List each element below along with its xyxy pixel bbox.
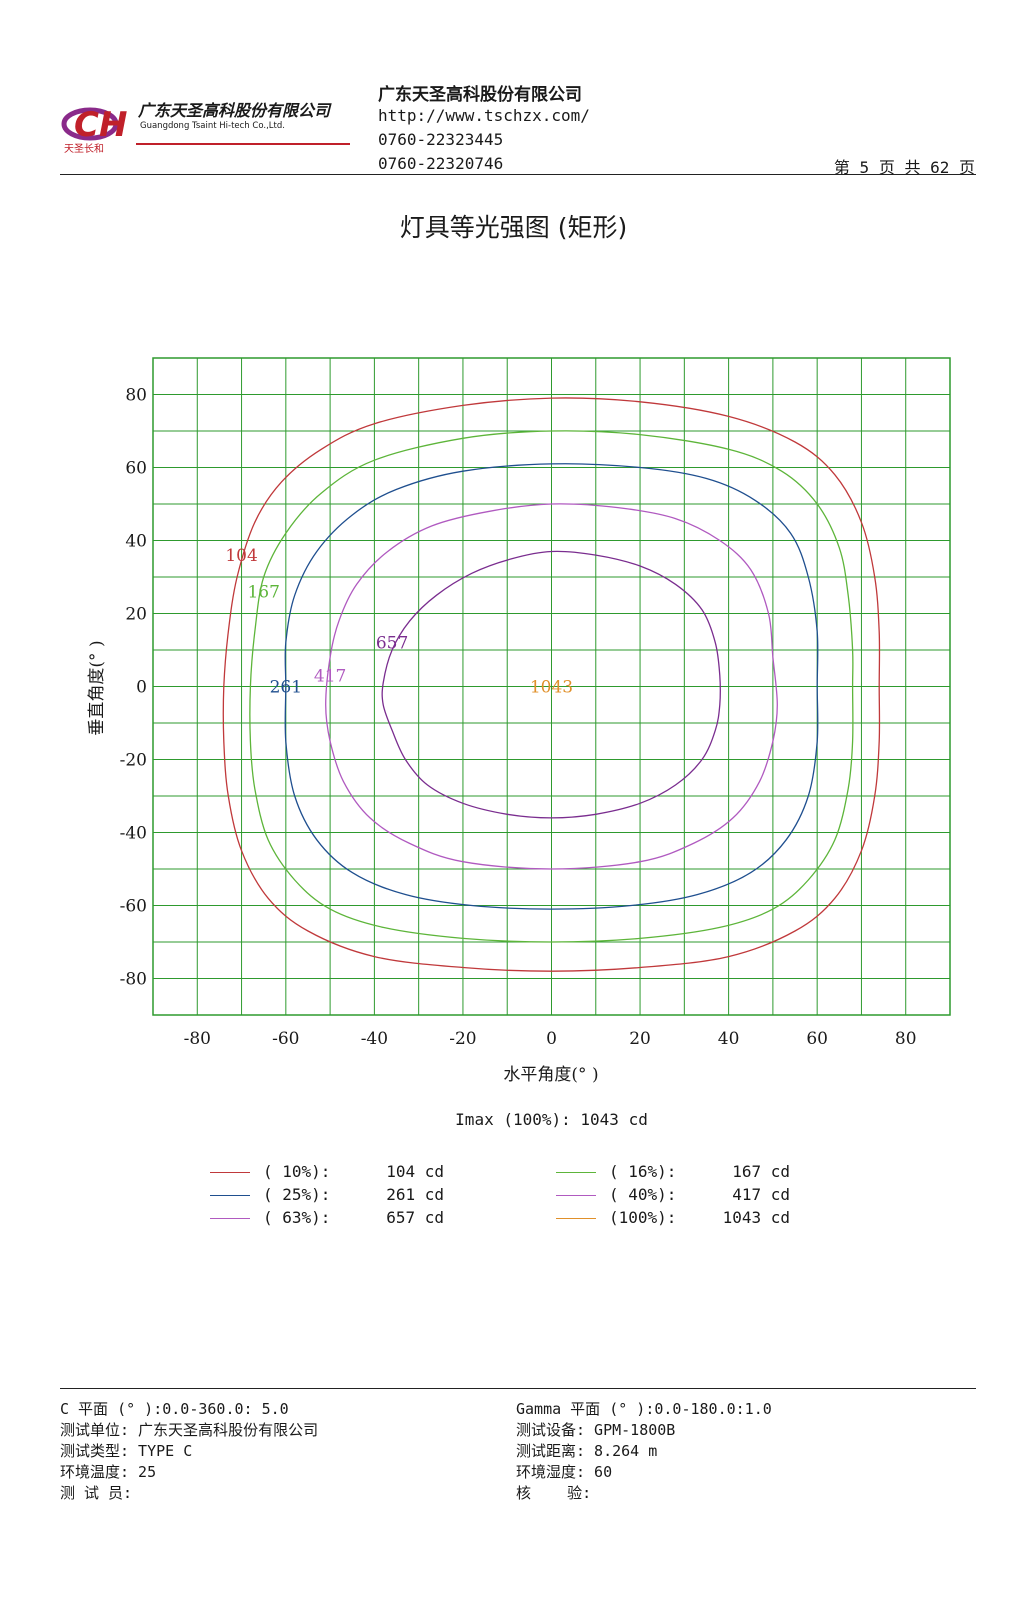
contour-261: [284, 463, 819, 910]
y-tick-label: -60: [120, 897, 147, 917]
x-tick-label: 0: [546, 1029, 557, 1049]
legend-swatch: [210, 1195, 250, 1196]
legend-swatch: [210, 1172, 250, 1173]
contour-label-261: 261: [270, 678, 302, 698]
legend-item: ( 63%): 657 cd: [210, 1208, 510, 1228]
contour-417: [325, 503, 778, 870]
y-tick-label: 20: [125, 605, 147, 625]
legend-item: ( 10%): 104 cd: [210, 1162, 510, 1182]
footer-line: 核 验:: [516, 1484, 592, 1502]
legend-swatch: [210, 1218, 250, 1219]
document-title: 灯具等光强图 (矩形): [399, 213, 628, 242]
legend-percent: ( 40%):: [609, 1185, 677, 1204]
legend-swatch: [556, 1172, 596, 1173]
page-number: 第 5 页 共 62 页: [833, 158, 975, 177]
x-tick-label: 60: [806, 1029, 828, 1049]
x-axis-label: 水平角度(° ): [503, 1065, 598, 1085]
legend-value: 1043 cd: [722, 1208, 790, 1227]
footer-line: 环境温度: 25: [60, 1463, 157, 1481]
logo-mark: CH: [74, 105, 127, 145]
chart-grid: [153, 358, 950, 1015]
contour-label-167: 167: [247, 583, 279, 603]
axis-ticks: -80 -60 -40 -20 0 20 40 60 80 80 60 40 20 0 -20 -40 -60 -…: [120, 386, 917, 1050]
header-divider: [60, 174, 976, 175]
x-tick-label: -20: [449, 1029, 476, 1049]
footer-line: 测 试 员:: [60, 1484, 133, 1502]
logo-company-cn: 广东天圣高科股份有限公司: [137, 101, 332, 120]
y-tick-label: -80: [120, 970, 147, 990]
footer-line: 测试距离: 8.264 m: [516, 1442, 658, 1460]
company-phone-1: 0760-22323445: [378, 130, 504, 149]
isocandela-chart: -80 -60 -40 -20 0 20 40 60 80 80 60 40 20 0 -20 -40 -60 -…: [87, 357, 951, 1085]
footer-line: 测试设备: GPM-1800B: [516, 1421, 676, 1439]
logo-graphic: CH 广东天圣高科股份有限公司 Guangdong Tsaint Hi-tech…: [61, 101, 350, 155]
legend-item: ( 16%): 167 cd: [556, 1162, 856, 1182]
legend-value: 167 cd: [732, 1162, 790, 1181]
logo-slogan: 天圣长和: [64, 143, 104, 155]
contour-label-104: 104: [225, 546, 257, 566]
footer-line: 测试单位: 广东天圣高科股份有限公司: [60, 1421, 319, 1439]
footer-line: C 平面 (° ):0.0-360.0: 5.0: [60, 1400, 289, 1418]
footer-divider: [60, 1388, 976, 1389]
y-tick-label: -20: [120, 751, 147, 771]
contour-label-1043: 1043: [530, 678, 573, 698]
x-tick-label: 40: [718, 1029, 740, 1049]
contour-label-417: 417: [314, 667, 346, 687]
x-tick-label: -80: [184, 1029, 211, 1049]
x-tick-label: -60: [272, 1029, 299, 1049]
x-tick-label: 20: [629, 1029, 651, 1049]
imax-label: Imax (100%): 1043 cd: [455, 1110, 648, 1129]
y-tick-label: 60: [125, 459, 147, 479]
contour-167: [249, 430, 854, 943]
legend-item: (100%): 1043 cd: [556, 1208, 856, 1228]
legend-value: 261 cd: [386, 1185, 444, 1204]
y-tick-label: 40: [125, 532, 147, 552]
company-name: 广东天圣高科股份有限公司: [378, 85, 582, 105]
contour-label-657: 657: [376, 634, 408, 654]
footer-line: 测试类型: TYPE C: [60, 1442, 193, 1460]
contour-657: [381, 550, 721, 819]
y-tick-label: 0: [136, 678, 147, 698]
legend-swatch: [556, 1218, 596, 1219]
company-url[interactable]: http://www.tschzx.com/: [378, 106, 590, 125]
legend-item: ( 25%): 261 cd: [210, 1185, 510, 1205]
contour-lines: [222, 397, 881, 972]
logo-company-en: Guangdong Tsaint Hi-tech Co.,Ltd.: [140, 121, 285, 131]
legend-value: 417 cd: [732, 1185, 790, 1204]
y-tick-label: 80: [125, 386, 147, 406]
footer-line: Gamma 平面 (° ):0.0-180.0:1.0: [516, 1400, 772, 1418]
y-axis-label: 垂直角度(° ): [87, 640, 107, 735]
legend-value: 104 cd: [386, 1162, 444, 1181]
legend-value: 657 cd: [386, 1208, 444, 1227]
legend-percent: ( 16%):: [609, 1162, 677, 1181]
legend-percent: ( 63%):: [263, 1208, 331, 1227]
contour-104: [222, 397, 881, 972]
legend-swatch: [556, 1195, 596, 1196]
legend-percent: ( 25%):: [263, 1185, 331, 1204]
y-tick-label: -40: [120, 824, 147, 844]
x-tick-label: -40: [361, 1029, 388, 1049]
legend-item: ( 40%): 417 cd: [556, 1185, 856, 1205]
footer-line: 环境湿度: 60: [516, 1463, 613, 1481]
x-tick-label: 80: [895, 1029, 917, 1049]
company-phone-2: 0760-22320746: [378, 154, 504, 173]
company-logo: CH 广东天圣高科股份有限公司 Guangdong Tsaint Hi-tech…: [60, 96, 360, 156]
legend-percent: (100%):: [609, 1208, 677, 1227]
contour-labels: 104 167 261 417 657 1043: [225, 546, 573, 697]
legend-percent: ( 10%):: [263, 1162, 331, 1181]
